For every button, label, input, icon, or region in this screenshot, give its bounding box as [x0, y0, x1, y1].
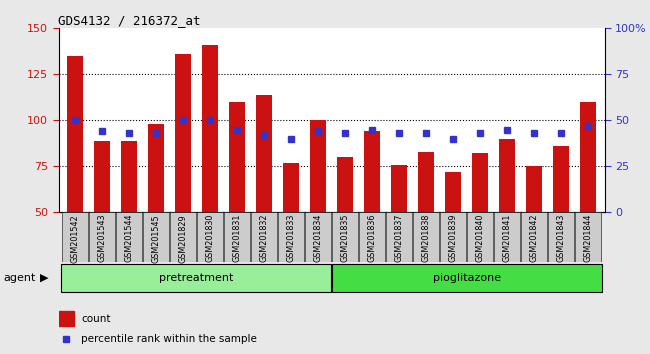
Bar [283, 163, 299, 212]
Text: GSM201545: GSM201545 [151, 214, 161, 263]
Bar [310, 120, 326, 212]
Text: percentile rank within the sample: percentile rank within the sample [81, 334, 257, 344]
Bar [197, 212, 223, 262]
Bar [549, 212, 574, 262]
Text: GSM201841: GSM201841 [502, 214, 512, 262]
Text: GSM201544: GSM201544 [124, 214, 133, 262]
Bar [332, 263, 603, 292]
Text: GSM201836: GSM201836 [367, 214, 376, 262]
Bar [94, 141, 110, 212]
Text: GSM201831: GSM201831 [233, 214, 241, 262]
Text: GSM201543: GSM201543 [98, 214, 106, 262]
Text: GSM201837: GSM201837 [395, 214, 404, 262]
Bar [580, 102, 597, 212]
Bar [337, 157, 353, 212]
Bar [413, 212, 439, 262]
Bar [472, 154, 488, 212]
Bar [526, 166, 542, 212]
Bar [521, 212, 547, 262]
Bar [256, 95, 272, 212]
Bar [89, 212, 114, 262]
Text: GSM201829: GSM201829 [178, 214, 187, 263]
Text: GSM201833: GSM201833 [287, 214, 296, 262]
Bar [224, 212, 250, 262]
Bar [575, 212, 601, 262]
Bar [202, 45, 218, 212]
Bar [143, 212, 169, 262]
Bar [332, 212, 358, 262]
Bar [305, 212, 331, 262]
Text: pretreatment: pretreatment [159, 273, 233, 283]
Bar [66, 56, 83, 212]
Bar [499, 139, 515, 212]
Bar [440, 212, 466, 262]
Bar [116, 212, 142, 262]
Text: GSM201842: GSM201842 [530, 214, 539, 262]
Bar [391, 165, 407, 212]
Bar [386, 212, 412, 262]
Text: pioglitazone: pioglitazone [433, 273, 500, 283]
Text: GSM201840: GSM201840 [476, 214, 485, 262]
Text: GDS4132 / 216372_at: GDS4132 / 216372_at [58, 14, 201, 27]
Text: GSM201830: GSM201830 [205, 214, 214, 262]
Bar [494, 212, 520, 262]
Bar [175, 54, 191, 212]
Bar [121, 141, 137, 212]
Bar [251, 212, 277, 262]
Text: GSM201843: GSM201843 [557, 214, 566, 262]
Bar [170, 212, 196, 262]
Bar [62, 212, 88, 262]
Text: ▶: ▶ [40, 273, 49, 283]
Text: GSM201542: GSM201542 [70, 214, 79, 263]
Bar [58, 312, 74, 326]
Text: GSM201839: GSM201839 [448, 214, 458, 262]
Bar [278, 212, 304, 262]
Bar [61, 263, 331, 292]
Bar [359, 212, 385, 262]
Text: agent: agent [3, 273, 36, 283]
Text: GSM201832: GSM201832 [259, 214, 268, 262]
Text: GSM201834: GSM201834 [313, 214, 322, 262]
Text: GSM201838: GSM201838 [422, 214, 430, 262]
Bar [229, 102, 245, 212]
Bar [148, 124, 164, 212]
Bar [553, 146, 569, 212]
Bar [364, 131, 380, 212]
Text: count: count [81, 314, 111, 324]
Bar [467, 212, 493, 262]
Text: GSM201835: GSM201835 [341, 214, 350, 262]
Text: GSM201844: GSM201844 [584, 214, 593, 262]
Bar [418, 152, 434, 212]
Bar [445, 172, 462, 212]
